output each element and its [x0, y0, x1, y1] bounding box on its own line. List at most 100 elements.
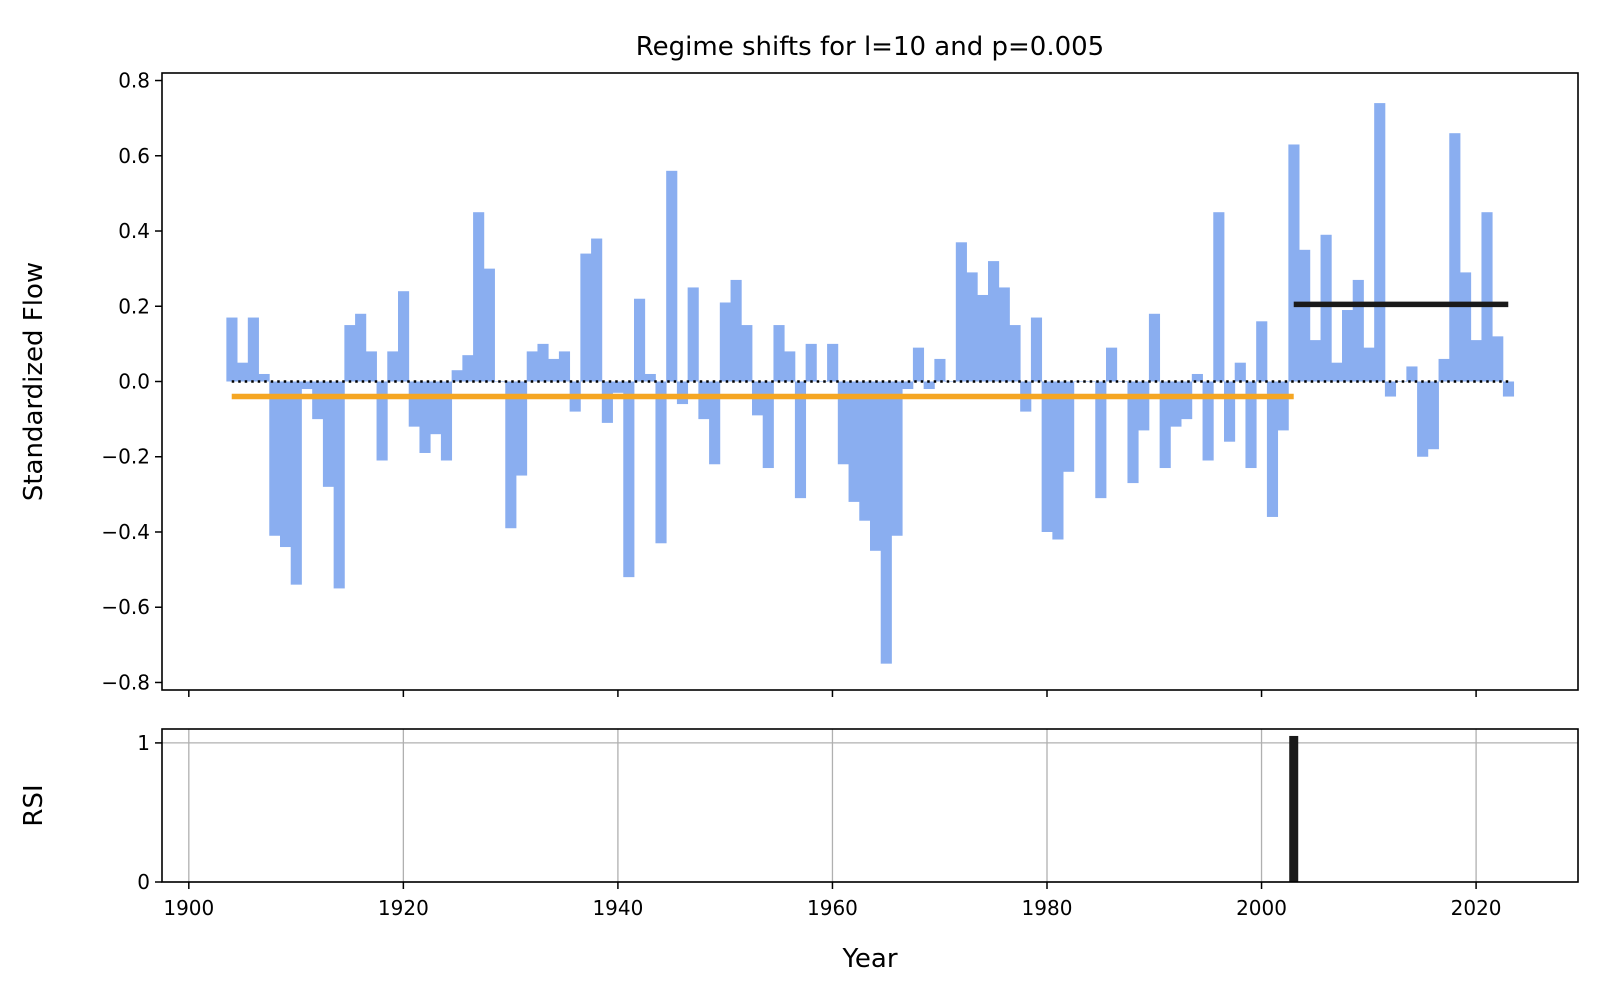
- flow-bar: [1331, 362, 1343, 382]
- flow-bar: [870, 381, 882, 551]
- flow-bar: [1438, 358, 1450, 382]
- flow-bar: [344, 325, 356, 382]
- flow-bar: [859, 381, 871, 521]
- flow-plot-frame: [161, 72, 1579, 691]
- flow-bar: [998, 287, 1010, 382]
- flow-bar: [1106, 347, 1118, 382]
- flow-bar: [1234, 362, 1246, 382]
- y-tick-label: 0.0: [118, 370, 150, 394]
- x-tick-label: 1940: [592, 896, 643, 920]
- flow-bar: [462, 355, 474, 382]
- regime-lines: [231, 301, 1509, 400]
- flow-bar: [966, 272, 978, 382]
- flow-bar: [1470, 340, 1482, 382]
- flow-bar: [1127, 381, 1139, 484]
- x-tick-label: 1920: [378, 896, 429, 920]
- flow-bar: [1191, 373, 1203, 382]
- flow-bar: [816, 381, 828, 382]
- flow-bar: [258, 373, 270, 382]
- flow-bar: [634, 298, 646, 382]
- flow-bar: [923, 381, 935, 390]
- flow-bar: [355, 313, 367, 382]
- flow-bar: [687, 287, 699, 382]
- flow-bar: [773, 325, 785, 382]
- flow-bar: [505, 381, 517, 529]
- flow-bar: [301, 381, 313, 390]
- flow-bar: [1277, 381, 1289, 431]
- x-tick-label: 2000: [1236, 896, 1287, 920]
- rsi-panel: 01 1900 1920 1940 1960 1980 2000 2020 RSI Year: [19, 728, 1579, 974]
- rsi-bar: [1289, 735, 1299, 882]
- flow-bar: [1342, 310, 1354, 382]
- y-tick-label: −0.6: [101, 595, 150, 619]
- rsi-y-ticks: 01: [137, 731, 162, 894]
- flow-bar: [526, 351, 538, 382]
- flow-bar: [1030, 317, 1043, 382]
- y-tick-label: 0.2: [118, 294, 150, 318]
- flow-bar: [945, 381, 957, 382]
- flow-bar: [666, 170, 678, 382]
- flow-bar: [784, 351, 796, 382]
- flow-bar: [676, 381, 689, 405]
- flow-bar: [1148, 313, 1161, 382]
- x-tick-label: 2020: [1451, 896, 1502, 920]
- flow-bar: [1245, 381, 1257, 469]
- flow-bar: [1170, 381, 1182, 427]
- flow-bar: [955, 242, 967, 382]
- flow-bar: [312, 381, 324, 420]
- y-tick-label: −0.2: [101, 445, 150, 469]
- flow-bar: [269, 381, 281, 536]
- y-tick-label: −0.4: [101, 520, 150, 544]
- flow-bar: [837, 381, 849, 465]
- flow-bar: [548, 358, 560, 382]
- standardized-flow-panel: −0.8 −0.6 −0.4 −0.2 0.0 0.2 0.4 0.6 0.8 Regime s…: [19, 32, 1579, 697]
- flow-bar: [290, 381, 302, 585]
- y-tick-label: 1: [137, 731, 150, 755]
- flow-bar: [580, 253, 592, 382]
- flow-bar: [591, 238, 603, 382]
- flow-bar: [451, 370, 463, 382]
- flow-bar: [419, 381, 431, 453]
- flow-bar: [280, 381, 292, 548]
- flow-bars: [226, 103, 1515, 664]
- flow-bar: [1449, 133, 1461, 382]
- flow-y-ticks: −0.8 −0.6 −0.4 −0.2 0.0 0.2 0.4 0.6 0.8: [101, 69, 162, 694]
- flow-bar: [902, 381, 914, 390]
- flow-bar: [1063, 381, 1075, 472]
- flow-bar: [1299, 249, 1311, 382]
- flow-bar: [988, 261, 1000, 382]
- flow-bar: [623, 381, 635, 578]
- flow-bar: [430, 381, 442, 435]
- flow-bar: [601, 381, 613, 423]
- flow-bar: [226, 317, 238, 382]
- flow-bar: [934, 358, 946, 382]
- rsi-bars: [1289, 735, 1299, 882]
- flow-bar: [1224, 381, 1236, 442]
- x-tick-label: 1900: [163, 896, 214, 920]
- flow-bar: [805, 343, 817, 382]
- rsi-gridlines: [162, 729, 1578, 883]
- flow-bar: [440, 381, 453, 461]
- flow-bar: [1256, 321, 1268, 382]
- x-tick-label: 1960: [807, 896, 858, 920]
- flow-bar: [322, 381, 335, 487]
- flow-bar: [1374, 103, 1386, 382]
- flow-bar: [333, 381, 345, 589]
- flow-bar: [1213, 212, 1225, 382]
- flow-bar: [247, 317, 259, 382]
- flow-bar: [1266, 381, 1279, 517]
- flow-bar: [655, 381, 667, 544]
- y-tick-label: 0.6: [118, 144, 150, 168]
- flow-bar: [891, 381, 903, 536]
- chart-title: Regime shifts for l=10 and p=0.005: [636, 32, 1104, 62]
- year-x-axis-label: Year: [841, 944, 897, 974]
- y-tick-label: 0.8: [118, 69, 150, 93]
- flow-bar: [1309, 340, 1321, 382]
- flow-bar: [1502, 381, 1515, 397]
- flow-bar: [698, 381, 710, 420]
- flow-bar: [1181, 381, 1193, 420]
- flow-bar: [1384, 381, 1397, 397]
- flow-bar: [880, 381, 892, 664]
- flow-bar: [644, 373, 656, 382]
